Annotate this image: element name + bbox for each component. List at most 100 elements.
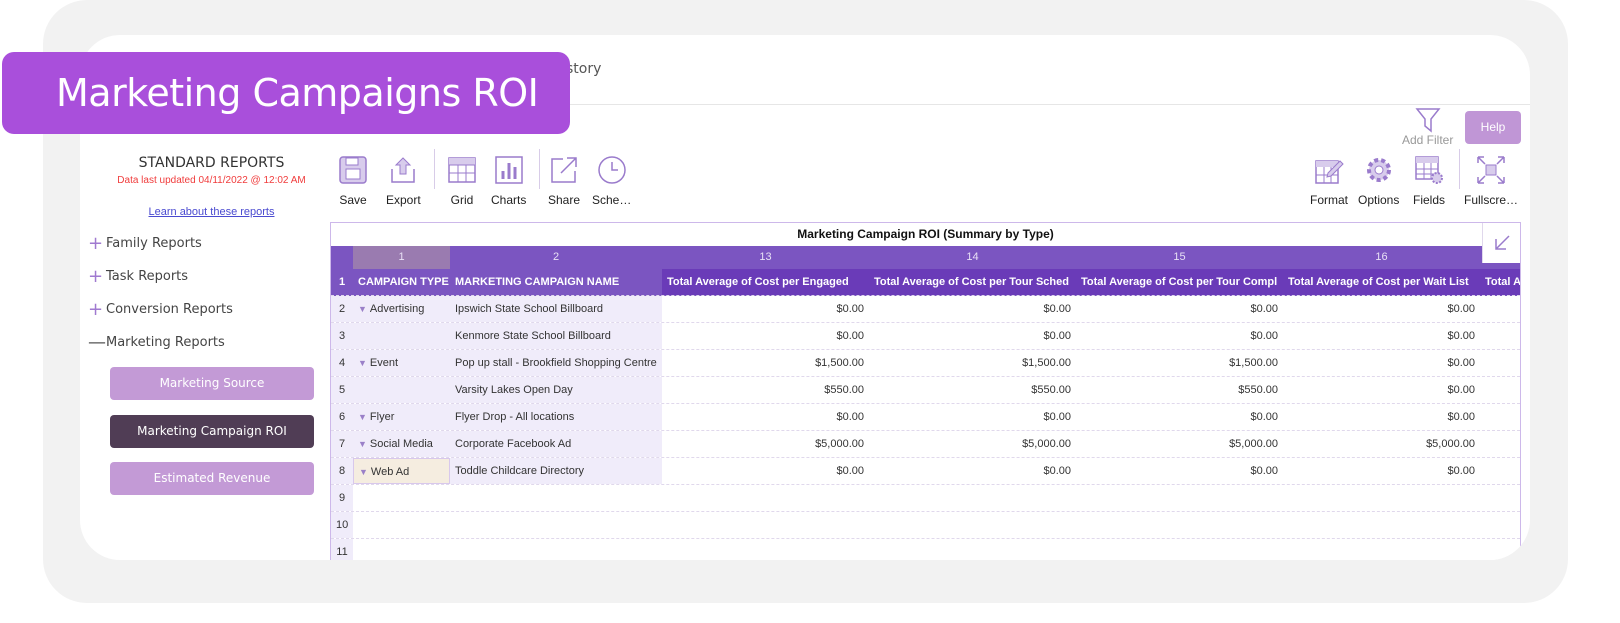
collapse-button[interactable] xyxy=(1482,223,1520,263)
value-cell[interactable] xyxy=(869,539,1076,560)
value-cell[interactable]: $0.00 xyxy=(836,303,864,315)
column-header[interactable]: MARKETING CAMPAIGN NAME xyxy=(455,276,620,288)
value-cell[interactable]: $0.00 xyxy=(1447,384,1475,396)
column-number[interactable]: 15 xyxy=(1173,251,1186,263)
value-cell[interactable] xyxy=(1076,539,1283,560)
category-task-reports[interactable]: + Task Reports xyxy=(88,266,189,287)
value-cell[interactable]: $1,500.00 xyxy=(815,357,864,369)
column-number[interactable]: 13 xyxy=(759,251,772,263)
fullscreen-button[interactable]: Fullscre… xyxy=(1464,155,1518,207)
share-button[interactable]: Share xyxy=(548,155,580,207)
campaign-type-cell[interactable]: ▼ Social Media xyxy=(353,431,450,457)
campaign-type-cell[interactable]: ▼ Advertising xyxy=(353,296,450,322)
value-cell[interactable]: $5,000.00 xyxy=(1229,438,1278,450)
row-number[interactable]: 9 xyxy=(331,485,353,511)
campaign-type-cell[interactable]: ▼ Flyer xyxy=(353,404,450,430)
value-cell[interactable] xyxy=(1283,512,1480,538)
campaign-type-cell[interactable] xyxy=(353,539,450,560)
row-number[interactable]: 4 xyxy=(331,350,353,376)
campaign-type-cell[interactable] xyxy=(353,485,450,511)
charts-button[interactable]: Charts xyxy=(491,155,526,207)
campaign-name-cell[interactable]: Ipswich State School Billboard xyxy=(450,296,662,322)
row-number[interactable]: 3 xyxy=(331,323,353,349)
column-number[interactable]: 14 xyxy=(966,251,979,263)
value-cell[interactable]: $5,000.00 xyxy=(1426,438,1475,450)
value-cell[interactable]: $0.00 xyxy=(1447,303,1475,315)
report-estimated-revenue[interactable]: Estimated Revenue xyxy=(110,462,314,495)
value-cell[interactable] xyxy=(1076,485,1283,511)
campaign-name-cell[interactable] xyxy=(450,512,662,538)
value-cell[interactable]: $0.00 xyxy=(1447,357,1475,369)
campaign-name-cell[interactable]: Flyer Drop - All locations xyxy=(450,404,662,430)
value-cell[interactable]: $0.00 xyxy=(1043,411,1071,423)
save-button[interactable]: Save xyxy=(338,155,368,207)
row-number[interactable]: 10 xyxy=(331,512,353,538)
row-number[interactable]: 8 xyxy=(331,458,353,484)
row-number[interactable]: 7 xyxy=(331,431,353,457)
nav-tab-partial[interactable]: story xyxy=(566,61,602,77)
column-number[interactable]: 1 xyxy=(353,246,450,269)
learn-link[interactable]: Learn about these reports xyxy=(148,206,275,218)
campaign-name-cell[interactable]: Toddle Childcare Directory xyxy=(450,458,662,484)
campaign-name-cell[interactable] xyxy=(450,485,662,511)
category-marketing-reports[interactable]: —Marketing Reports xyxy=(88,332,225,353)
value-cell[interactable]: $0.00 xyxy=(836,330,864,342)
column-number[interactable]: 16 xyxy=(1375,251,1388,263)
report-marketing-source[interactable]: Marketing Source xyxy=(110,367,314,400)
campaign-name-cell[interactable] xyxy=(450,539,662,560)
value-cell[interactable] xyxy=(1076,512,1283,538)
value-cell[interactable]: $0.00 xyxy=(1043,303,1071,315)
value-cell[interactable] xyxy=(869,485,1076,511)
expand-arrow-icon[interactable]: ▼ xyxy=(358,304,367,314)
value-cell[interactable]: $0.00 xyxy=(1043,465,1071,477)
value-cell[interactable]: $550.00 xyxy=(1031,384,1071,396)
value-cell[interactable]: $0.00 xyxy=(836,465,864,477)
row-number[interactable]: 6 xyxy=(331,404,353,430)
export-button[interactable]: Export xyxy=(386,155,421,207)
value-cell[interactable]: $1,500.00 xyxy=(1229,357,1278,369)
help-button[interactable]: Help xyxy=(1465,111,1521,144)
row-number[interactable]: 11 xyxy=(331,539,353,560)
value-cell[interactable]: $0.00 xyxy=(1447,465,1475,477)
campaign-type-cell[interactable]: ▼ Event xyxy=(353,350,450,376)
value-cell[interactable]: $0.00 xyxy=(1250,465,1278,477)
add-filter-button[interactable]: Add Filter xyxy=(1402,107,1453,147)
column-header[interactable]: Total Average of Cost per Engaged xyxy=(662,269,869,295)
row-number[interactable]: 5 xyxy=(331,377,353,403)
campaign-name-cell[interactable]: Pop up stall - Brookfield Shopping Centr… xyxy=(450,350,662,376)
value-cell[interactable]: $5,000.00 xyxy=(1022,438,1071,450)
expand-arrow-icon[interactable]: ▼ xyxy=(359,467,368,477)
campaign-type-cell[interactable]: ▼ Web Ad xyxy=(353,458,450,484)
column-header[interactable]: CAMPAIGN TYPE xyxy=(358,276,449,288)
value-cell[interactable]: $550.00 xyxy=(824,384,864,396)
fields-button[interactable]: Fields xyxy=(1413,155,1445,207)
campaign-type-cell[interactable] xyxy=(353,377,450,403)
campaign-type-cell[interactable] xyxy=(353,512,450,538)
expand-arrow-icon[interactable]: ▼ xyxy=(358,439,367,449)
campaign-type-cell[interactable] xyxy=(353,323,450,349)
value-cell[interactable] xyxy=(869,512,1076,538)
pivot-grid[interactable]: Marketing Campaign ROI (Summary by Type)… xyxy=(330,222,1521,560)
format-button[interactable]: Format xyxy=(1310,155,1348,207)
schedule-button[interactable]: Sche… xyxy=(592,155,631,207)
value-cell[interactable]: $0.00 xyxy=(1250,303,1278,315)
value-cell[interactable] xyxy=(1283,539,1480,560)
value-cell[interactable] xyxy=(662,539,869,560)
column-number[interactable]: 2 xyxy=(552,251,560,263)
expand-arrow-icon[interactable]: ▼ xyxy=(358,412,367,422)
campaign-name-cell[interactable]: Corporate Facebook Ad xyxy=(450,431,662,457)
options-button[interactable]: Options xyxy=(1358,155,1399,207)
column-header[interactable]: Total Average of Cost per Tour Compl xyxy=(1076,269,1283,295)
category-conversion-reports[interactable]: + Conversion Reports xyxy=(88,299,233,320)
expand-arrow-icon[interactable]: ▼ xyxy=(358,358,367,368)
value-cell[interactable]: $0.00 xyxy=(1043,330,1071,342)
column-header[interactable]: Total Av xyxy=(1480,269,1520,295)
campaign-name-cell[interactable]: Varsity Lakes Open Day xyxy=(450,377,662,403)
category-family-reports[interactable]: + Family Reports xyxy=(88,233,202,254)
campaign-name-cell[interactable]: Kenmore State School Billboard xyxy=(450,323,662,349)
value-cell[interactable]: $0.00 xyxy=(836,411,864,423)
value-cell[interactable]: $5,000.00 xyxy=(815,438,864,450)
value-cell[interactable]: $550.00 xyxy=(1238,384,1278,396)
column-header[interactable]: Total Average of Cost per Tour Sched xyxy=(869,269,1076,295)
value-cell[interactable]: $0.00 xyxy=(1250,330,1278,342)
